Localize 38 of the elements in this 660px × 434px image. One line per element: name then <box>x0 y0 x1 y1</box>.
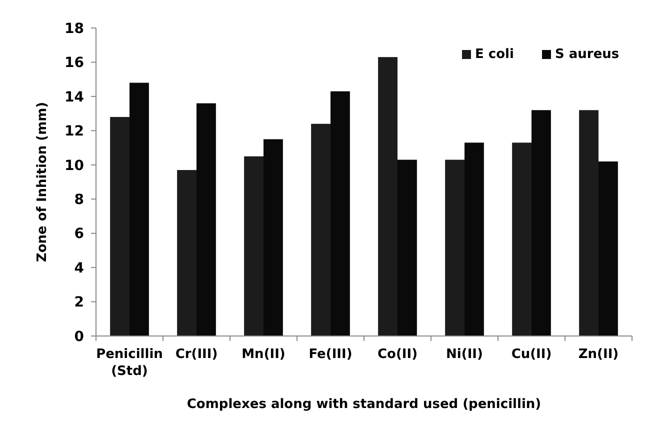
legend-label: E coli <box>475 47 514 62</box>
bar <box>378 57 398 336</box>
y-tick-label: 18 <box>64 20 84 37</box>
y-tick-label: 0 <box>74 328 84 345</box>
bar <box>244 156 264 336</box>
bar <box>445 160 464 336</box>
x-tick-label: Cu(II) <box>511 347 552 362</box>
x-tick-label: Ni(II) <box>446 347 483 362</box>
y-tick-label: 4 <box>74 260 84 276</box>
x-tick-label: Mn(II) <box>242 347 286 362</box>
bar <box>110 116 130 336</box>
y-tick-label: 12 <box>64 124 84 140</box>
y-axis-title: Zone of Inhition (mm) <box>35 102 50 262</box>
bar <box>598 161 618 336</box>
y-tick-label: 6 <box>74 226 84 242</box>
y-tick-label: 14 <box>64 89 84 106</box>
y-tick-label: 8 <box>74 192 84 208</box>
y-tick-label: 2 <box>74 294 84 311</box>
bar <box>512 142 532 336</box>
bar <box>464 142 484 336</box>
bar <box>196 103 216 336</box>
bar <box>177 170 196 336</box>
x-tick-label: Cr(III) <box>175 347 218 362</box>
bar <box>330 91 350 336</box>
x-tick-label: Co(II) <box>377 347 418 362</box>
bar <box>532 110 551 336</box>
bar <box>264 139 283 336</box>
y-tick-label: 16 <box>64 55 84 72</box>
bar <box>130 82 149 336</box>
x-tick-label: Fe(III) <box>308 347 352 362</box>
bar <box>579 110 598 336</box>
bar <box>311 124 330 336</box>
x-tick-label: Penicillin (Std) <box>96 347 163 379</box>
x-axis-title: Complexes along with standard used (penicillin) <box>186 397 542 412</box>
bar <box>398 160 417 336</box>
y-tick-label: 10 <box>64 158 84 174</box>
x-tick-label: Zn(II) <box>578 347 619 362</box>
legend-label: S aureus <box>555 47 620 62</box>
